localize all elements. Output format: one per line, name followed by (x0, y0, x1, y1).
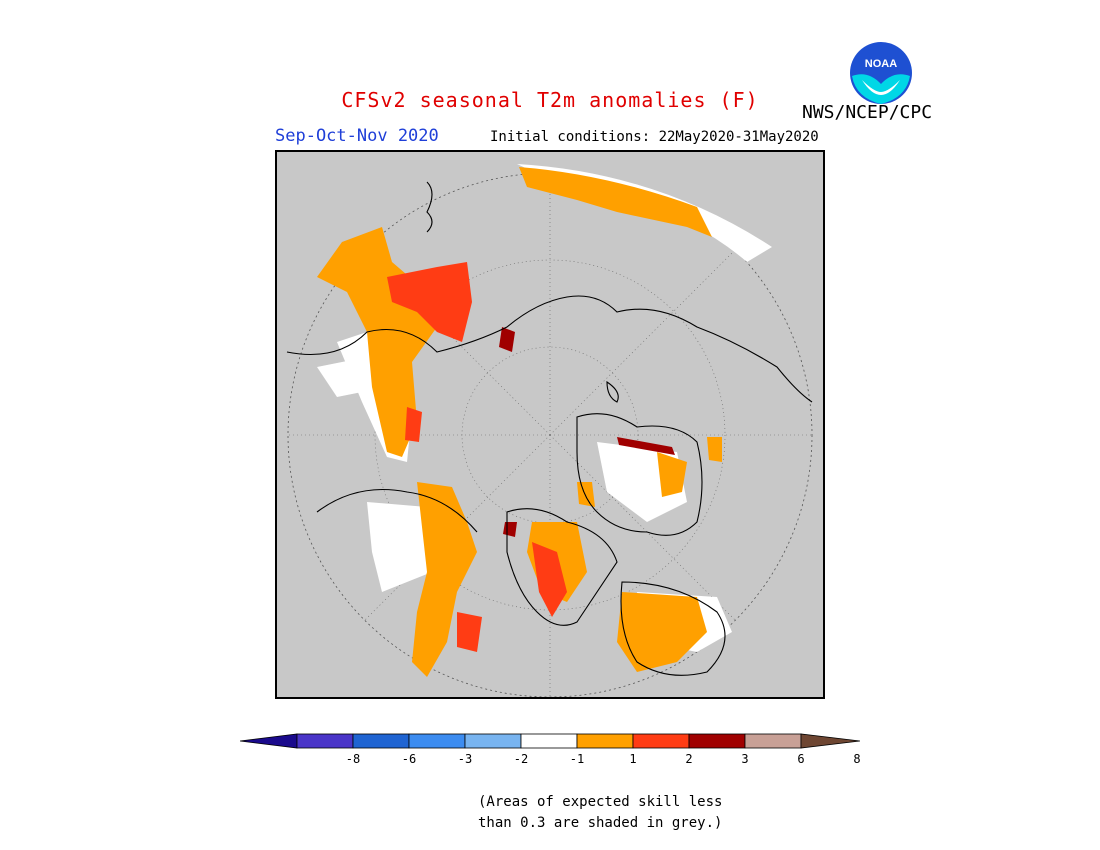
initial-conditions-label: Initial conditions: 22May2020-31May2020 (490, 129, 819, 145)
map-boundary (287, 172, 813, 697)
colorbar (239, 728, 861, 778)
colorbar-segment (688, 733, 746, 749)
colorbar-arrow-high (800, 733, 861, 749)
colorbar-tick-label: -2 (513, 752, 529, 766)
skill-note-line2: than 0.3 are shaded in grey.) (478, 815, 723, 831)
season-label: Sep-Oct-Nov 2020 (275, 126, 439, 146)
chart-title: CFSv2 seasonal T2m anomalies (F) (341, 88, 759, 112)
noaa-logo-text: NOAA (865, 58, 897, 70)
latitude-circle (374, 259, 726, 611)
colorbar-tick-label: -1 (569, 752, 585, 766)
colorbar-segment (632, 733, 690, 749)
colorbar-tick-label: 2 (685, 752, 693, 766)
colorbar-segment (408, 733, 466, 749)
colorbar-tick-label: 3 (741, 752, 749, 766)
colorbar-tick-label: 1 (629, 752, 637, 766)
colorbar-segment (464, 733, 522, 749)
anomaly-2-to-3 (387, 262, 567, 652)
colorbar-segment (296, 733, 354, 749)
colorbar-arrow-low (239, 733, 298, 749)
agency-label: NWS/NCEP/CPC (802, 102, 933, 123)
colorbar-tick-label: 6 (797, 752, 805, 766)
colorbar-segment (352, 733, 410, 749)
skill-note-line1: (Areas of expected skill less (478, 794, 723, 810)
colorbar-tick-label: -6 (401, 752, 417, 766)
colorbar-tick-label: -3 (457, 752, 473, 766)
colorbar-segment (576, 733, 634, 749)
noaa-logo-icon: NOAA (848, 40, 914, 106)
colorbar-tick-label: -8 (345, 752, 361, 766)
colorbar-tick-label: 8 (853, 752, 861, 766)
polar-map (275, 150, 825, 699)
colorbar-segment (520, 733, 578, 749)
skill-note: (Areas of expected skill less than 0.3 a… (478, 792, 722, 834)
coastlines (286, 181, 813, 676)
colorbar-segment (744, 733, 802, 749)
